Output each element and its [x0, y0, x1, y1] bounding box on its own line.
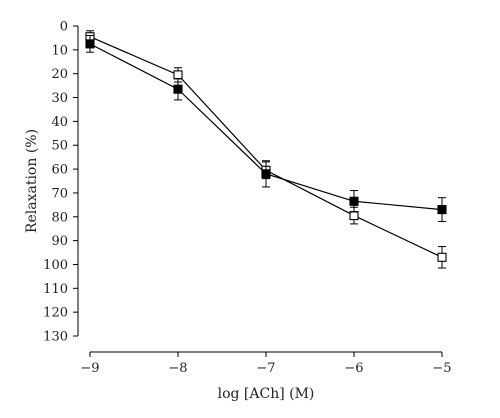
y-tick-label: 120 [43, 306, 68, 321]
x-tick-label: −7 [256, 361, 275, 376]
y-tick-label: 90 [51, 234, 68, 249]
y-axis-title: Relaxation (%) [24, 129, 40, 233]
y-tick-label: 80 [51, 210, 68, 225]
y-tick-label: 0 [60, 20, 68, 35]
y-tick-label: 60 [51, 163, 68, 178]
y-tick-label: 70 [51, 186, 68, 201]
y-tick-label: 20 [51, 67, 68, 82]
x-tick-label: −9 [80, 361, 99, 376]
x-axis: −9 −8 −7 −6 −5 [80, 351, 452, 376]
data-point [173, 84, 183, 94]
data-point [261, 169, 271, 179]
series-open-squares [85, 30, 447, 269]
data-point [85, 39, 95, 49]
y-tick-label: 50 [51, 139, 68, 154]
x-tick-label: −8 [168, 361, 187, 376]
y-tick-label: 40 [51, 115, 68, 130]
y-axis: 0 10 20 30 40 50 60 70 80 90 100 110 120 130 [43, 20, 79, 345]
plot-area [85, 30, 447, 269]
series-filled-squares [85, 35, 447, 223]
data-point [349, 211, 359, 221]
y-tick-label: 10 [51, 43, 68, 58]
data-point [437, 252, 447, 262]
x-axis-title: log [ACh] (M) [218, 386, 315, 402]
y-tick-label: 130 [43, 330, 68, 345]
y-tick-label: 30 [51, 91, 68, 106]
series-line [89, 36, 443, 258]
y-tick-label: 100 [43, 258, 68, 273]
data-point [173, 70, 183, 80]
x-tick-label: −5 [432, 361, 451, 376]
data-point [349, 196, 359, 206]
data-point [437, 205, 447, 215]
x-tick-label: −6 [344, 361, 363, 376]
y-tick-label: 110 [43, 282, 68, 297]
